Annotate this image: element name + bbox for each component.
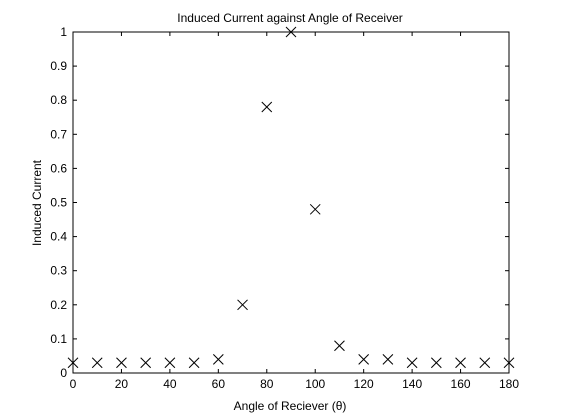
x-marker-stroke xyxy=(188,357,200,369)
data-point xyxy=(188,357,200,369)
x-tick-label: 120 xyxy=(354,377,374,391)
data-point xyxy=(430,357,442,369)
y-tick-label: 1 xyxy=(60,25,67,39)
data-point xyxy=(116,357,127,369)
y-tick-label: 0.4 xyxy=(50,230,67,244)
x-tick-label: 40 xyxy=(163,377,177,391)
x-marker-stroke xyxy=(309,203,321,215)
y-axis-title: Induced Current xyxy=(30,159,44,246)
x-marker-stroke xyxy=(503,357,515,369)
y-tick-label: 0.7 xyxy=(50,127,67,141)
x-tick-label: 180 xyxy=(499,377,519,391)
data-point xyxy=(382,354,394,365)
x-marker-stroke xyxy=(67,357,79,369)
data-point xyxy=(285,26,297,38)
y-tick-label: 0.5 xyxy=(50,196,67,210)
x-marker-stroke xyxy=(91,357,103,369)
data-point xyxy=(140,357,152,369)
x-tick-label: 100 xyxy=(305,377,325,391)
x-tick-label: 80 xyxy=(260,377,274,391)
plot-area xyxy=(72,31,510,374)
y-tick-label: 0.6 xyxy=(50,161,67,175)
data-point xyxy=(309,203,321,215)
x-marker-stroke xyxy=(430,357,442,369)
x-marker-stroke xyxy=(334,340,345,352)
y-tick-label: 0.8 xyxy=(50,93,67,107)
data-point xyxy=(479,357,491,369)
x-tick-label: 20 xyxy=(115,377,129,391)
y-axis-ticks: 0 0.1 0.2 0.3 0.4 0.5 0.6 0.7 0.8 0.9 1 xyxy=(50,25,509,380)
x-tick-label: 140 xyxy=(402,377,422,391)
data-point xyxy=(164,357,176,369)
x-axis-ticks: 0 20 40 60 80 100 120 140 160 180 xyxy=(70,32,519,391)
data-point xyxy=(406,357,418,369)
x-marker-stroke xyxy=(382,354,394,365)
data-point xyxy=(212,354,224,365)
x-marker-stroke xyxy=(261,101,273,113)
data-point xyxy=(358,354,370,365)
y-tick-label: 0.2 xyxy=(50,298,67,312)
chart-title: Induced Current against Angle of Receive… xyxy=(177,11,402,25)
x-marker-stroke xyxy=(479,357,491,369)
x-marker-stroke xyxy=(358,354,370,365)
y-tick-label: 0.1 xyxy=(50,332,67,346)
x-axis-title: Angle of Reciever (θ) xyxy=(234,399,347,413)
data-point xyxy=(91,357,103,369)
data-point xyxy=(67,357,79,369)
x-marker-stroke xyxy=(164,357,176,369)
data-point xyxy=(334,340,345,352)
data-point xyxy=(455,357,466,369)
data-point xyxy=(503,357,515,369)
x-tick-label: 160 xyxy=(451,377,471,391)
x-tick-label: 0 xyxy=(70,377,77,391)
x-marker-stroke xyxy=(212,354,224,365)
x-marker-stroke xyxy=(406,357,418,369)
data-markers xyxy=(67,26,515,369)
data-point xyxy=(237,299,248,311)
y-tick-label: 0.9 xyxy=(50,59,67,73)
x-marker-stroke xyxy=(140,357,152,369)
y-tick-label: 0.3 xyxy=(50,264,67,278)
x-marker-stroke xyxy=(455,357,466,369)
y-tick-label: 0 xyxy=(60,366,67,380)
data-point xyxy=(261,101,273,113)
x-marker-stroke xyxy=(237,299,248,311)
x-tick-label: 60 xyxy=(212,377,226,391)
x-marker-stroke xyxy=(116,357,127,369)
x-marker-stroke xyxy=(285,26,297,38)
